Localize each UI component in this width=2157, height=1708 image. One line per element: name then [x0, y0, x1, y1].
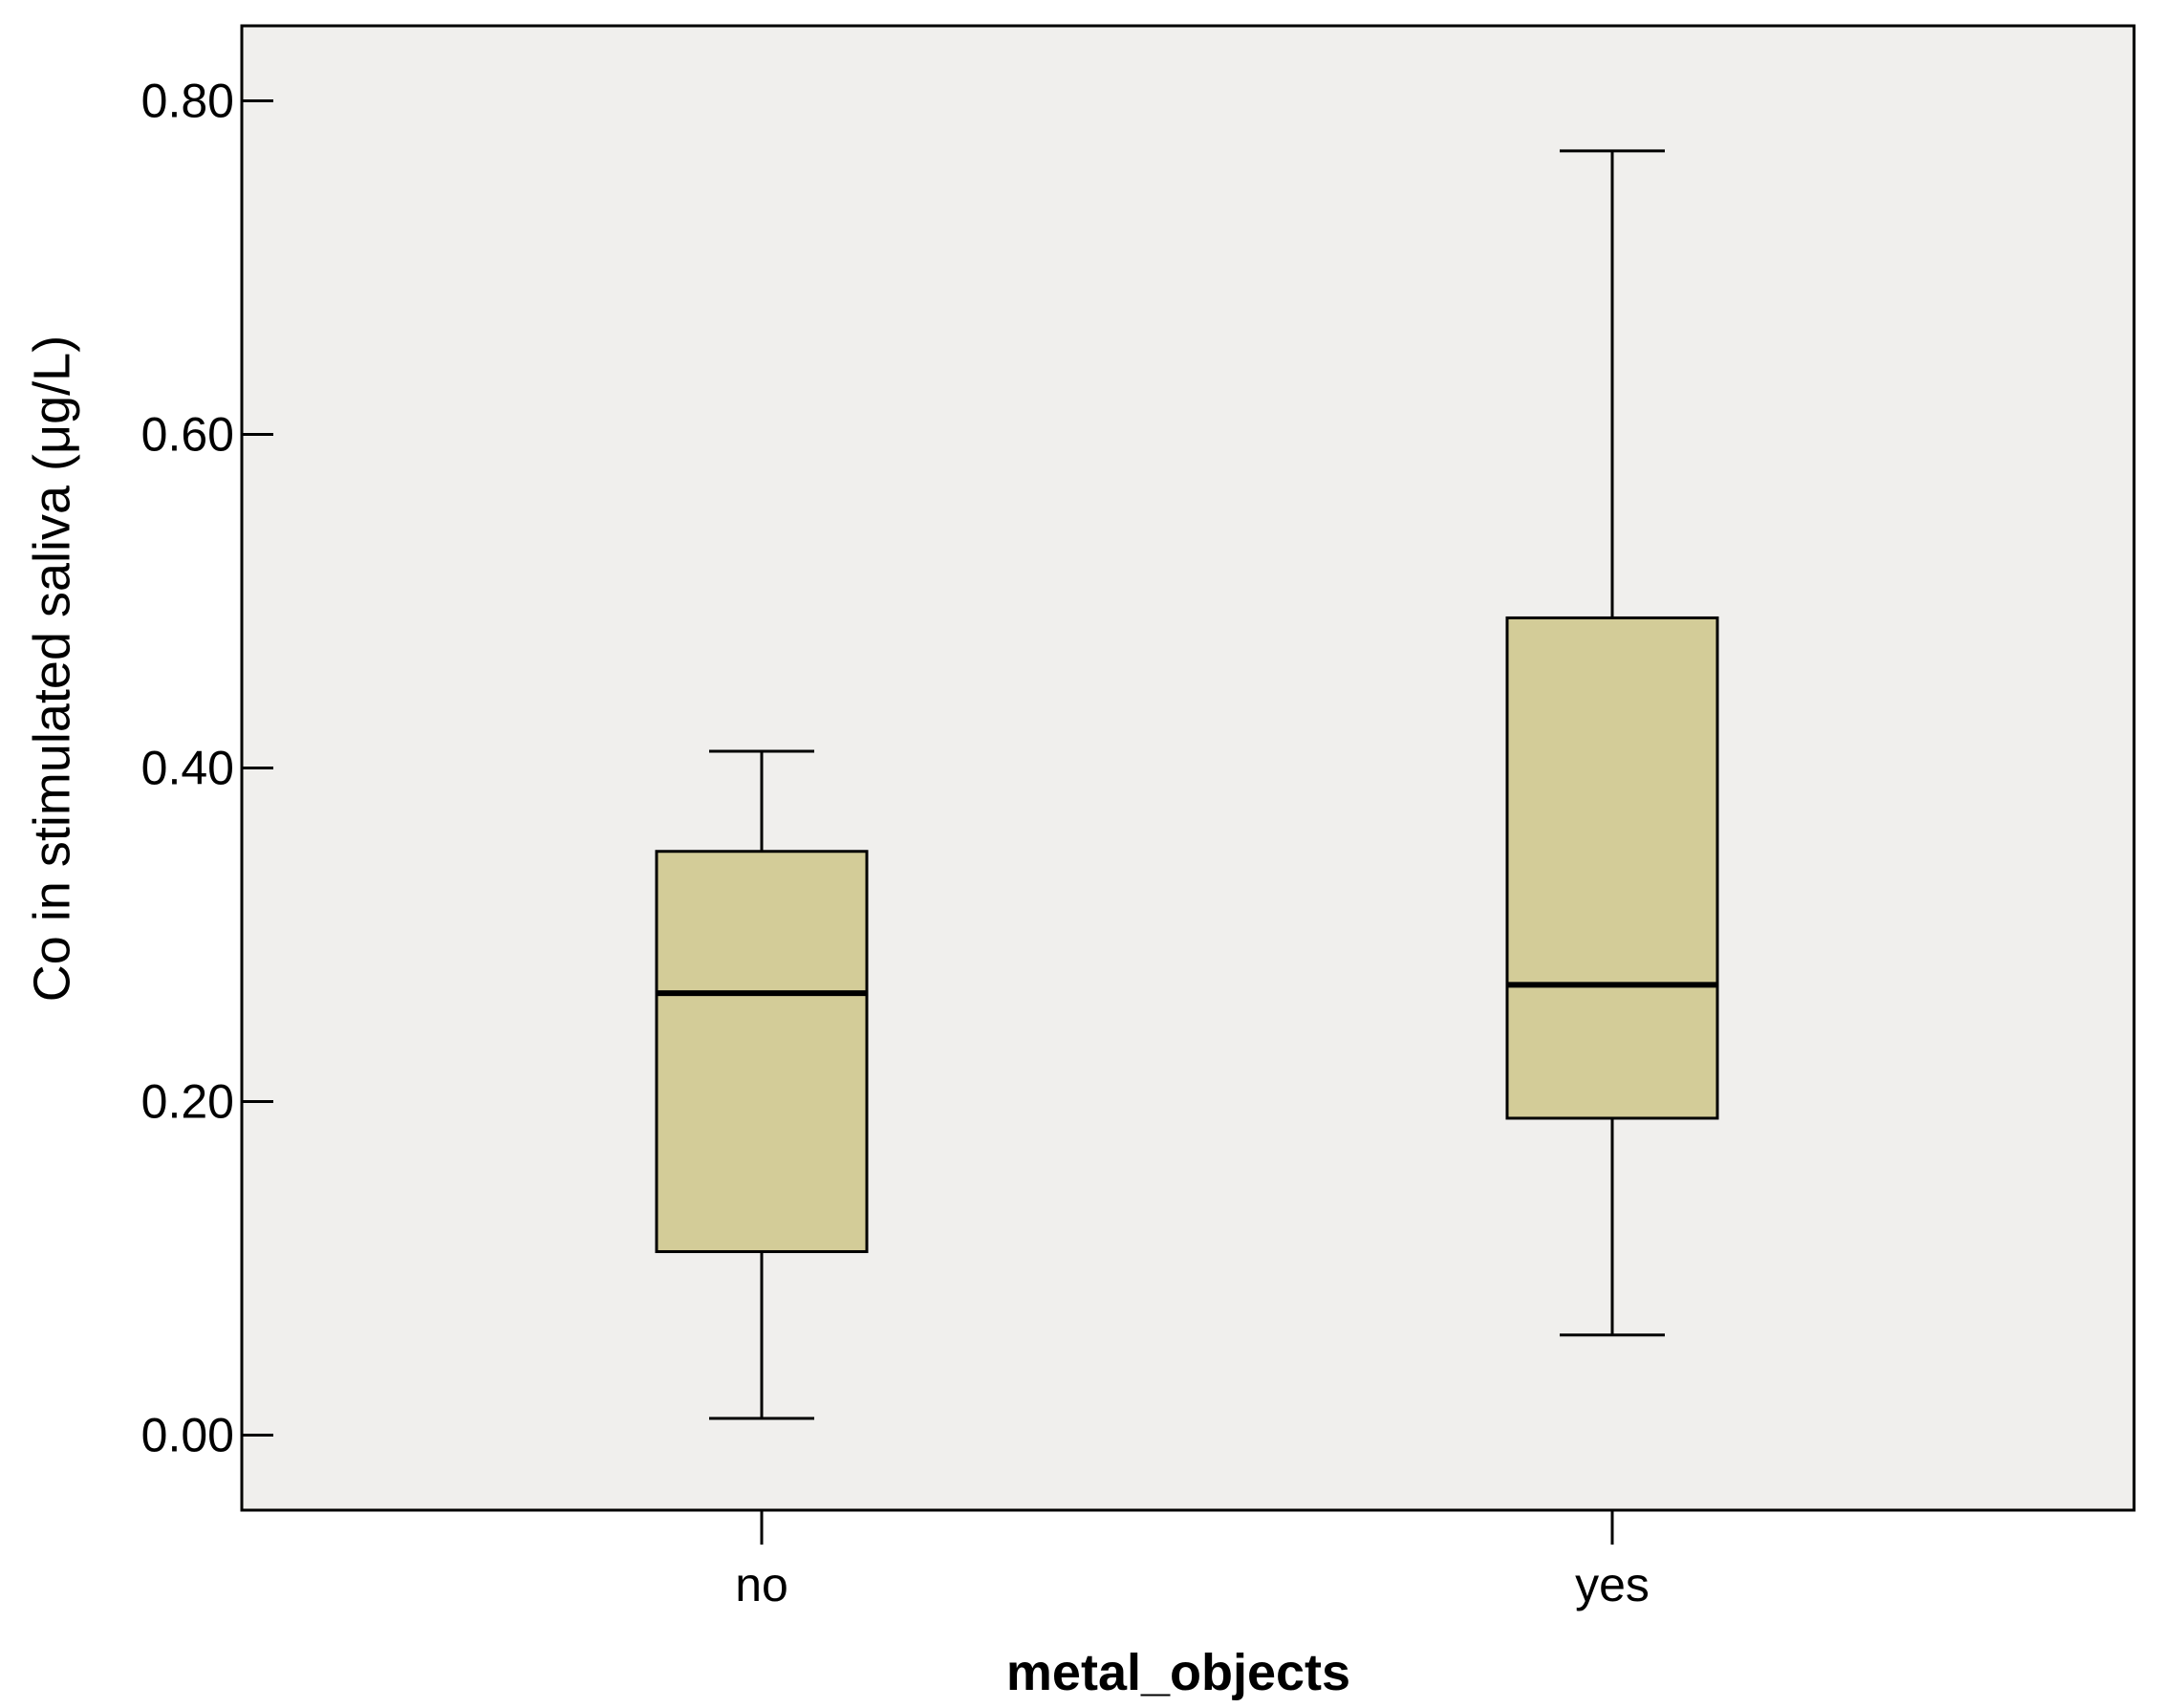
y-tick-label: 0.40 [141, 742, 234, 795]
y-axis: 0.00 0.20 0.40 0.60 0.80 [141, 75, 273, 1461]
y-tick-label: 0.60 [141, 408, 234, 462]
x-tick-label: no [735, 1558, 788, 1611]
boxes-group [655, 149, 1719, 1420]
x-tick-label: yes [1575, 1558, 1650, 1611]
x-axis: no yes [735, 1510, 1650, 1611]
y-tick-label: 0.00 [141, 1408, 234, 1461]
iqr-box [1505, 616, 1719, 1120]
box-yes [1505, 149, 1719, 1337]
y-axis-title: Co in stimulated saliva (μg/L) [23, 335, 80, 1002]
iqr-box [655, 850, 869, 1254]
plot-area [240, 24, 2136, 1512]
y-tick-label: 0.80 [141, 75, 234, 128]
box-no [655, 749, 869, 1420]
y-tick-label: 0.20 [141, 1074, 234, 1128]
x-axis-title: metal_objects [1006, 1644, 1350, 1701]
